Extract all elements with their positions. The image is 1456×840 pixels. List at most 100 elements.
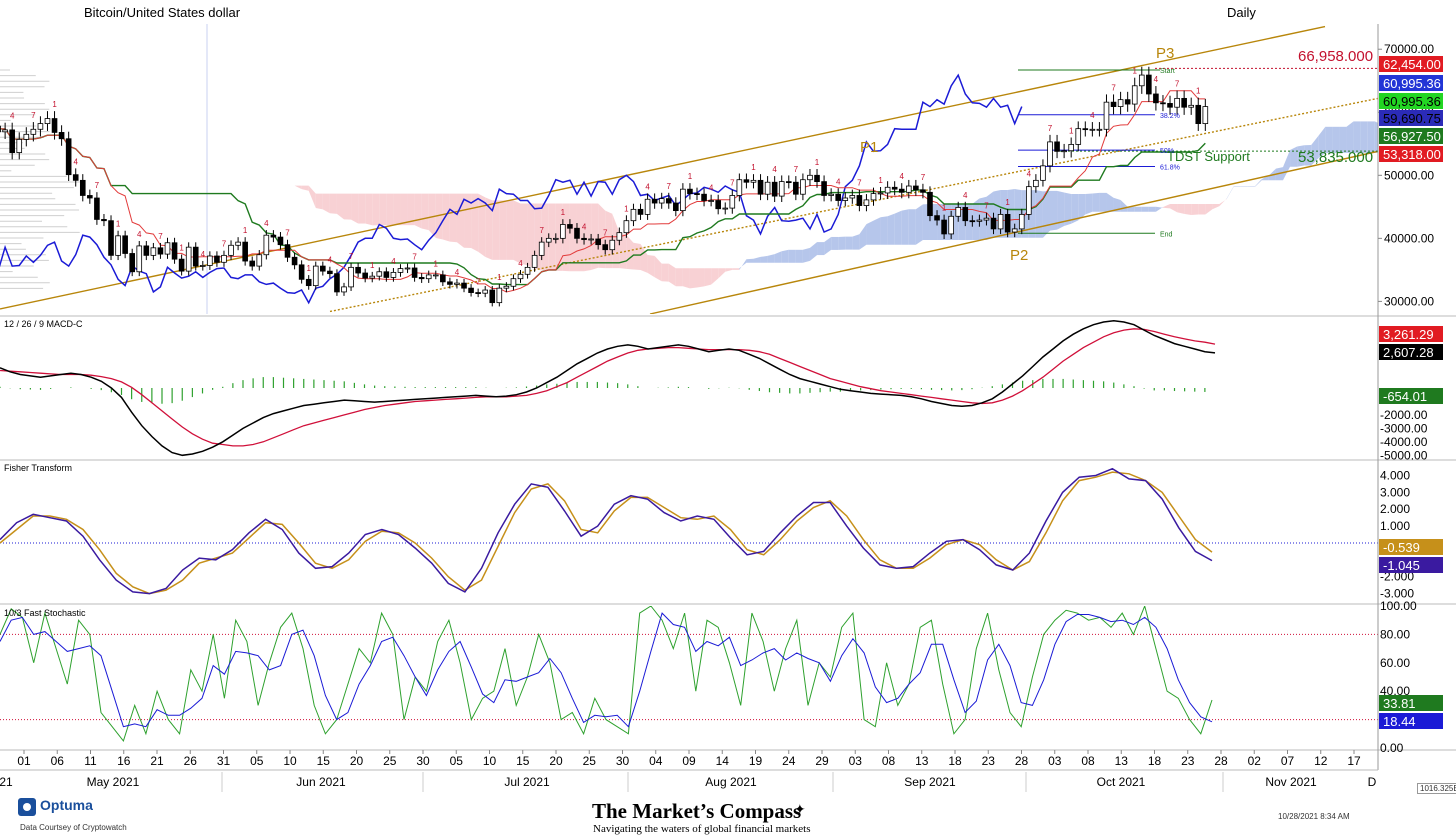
td-count-label: 1	[434, 260, 439, 269]
candle-body	[270, 234, 277, 238]
ichimoku-cloud-segment	[336, 193, 344, 220]
ichimoku-cloud-segment	[1177, 204, 1185, 214]
candle-body	[334, 273, 340, 293]
stochastic-k-line	[0, 606, 1213, 742]
ichimoku-cloud-segment	[1254, 179, 1262, 187]
ichimoku-cloud-segment	[449, 193, 457, 243]
candle-body	[447, 281, 453, 285]
candle-body	[870, 193, 877, 201]
ichimoku-cloud-segment	[435, 193, 443, 240]
candle-body	[65, 138, 72, 176]
ichimoku-cloud-segment	[1155, 206, 1163, 212]
x-tick-label: 25	[383, 754, 397, 768]
month-label: Sep 2021	[904, 775, 956, 789]
candle-body	[814, 174, 820, 183]
ichimoku-cloud-segment	[414, 193, 422, 229]
lower-level-value: 53,835.000	[1298, 149, 1373, 166]
price-tick-label: 70000.00	[1384, 42, 1434, 56]
ichimoku-cloud-segment	[266, 156, 274, 158]
x-tick-label: 08	[882, 754, 896, 768]
candle-body	[411, 267, 418, 278]
ichimoku-cloud-segment	[294, 185, 302, 190]
candle-body	[355, 266, 361, 274]
ichimoku-cloud-segment	[838, 236, 846, 250]
ichimoku-cloud-segment	[1170, 204, 1178, 213]
pivot-p3-label: P3	[1156, 45, 1174, 62]
candle-body	[602, 244, 609, 251]
td-count-label: 1	[1196, 87, 1201, 96]
ichimoku-cloud-segment	[1127, 206, 1135, 212]
ichimoku-cloud-segment	[725, 268, 733, 272]
month-label: Nov 2021	[1265, 775, 1317, 789]
kijun-tag: 56,927.50	[1383, 129, 1441, 144]
td-count-label: 1	[243, 226, 248, 235]
candle-body	[115, 235, 121, 256]
td-count-label: 4	[645, 182, 650, 191]
candle-body	[1174, 97, 1180, 108]
fisher-pane	[0, 467, 1378, 595]
ichimoku-cloud-segment	[661, 263, 669, 282]
x-tick-label: 07	[1281, 754, 1295, 768]
candle-body	[524, 266, 531, 275]
candle-body	[129, 253, 136, 273]
ichimoku-cloud-segment	[520, 203, 528, 266]
ichimoku-cloud-segment	[1325, 126, 1333, 153]
candle-body	[560, 224, 566, 239]
ichimoku-cloud-segment	[287, 168, 295, 186]
candle-body	[835, 193, 841, 201]
candle-body	[87, 195, 93, 199]
ichimoku-cloud-segment	[675, 268, 683, 287]
td-count-label: 4	[328, 256, 333, 265]
ichimoku-cloud-segment	[499, 200, 507, 260]
candle-body	[1054, 141, 1060, 152]
fisher-slow-tag: -0.539	[1383, 540, 1420, 555]
candle-body	[863, 199, 870, 206]
ichimoku-cloud-segment	[1339, 126, 1347, 153]
corner-value: 1016.325E	[1417, 783, 1456, 794]
candle-body	[701, 193, 707, 201]
td-count-label: 4	[73, 157, 78, 166]
stochastic-d-tag-bg	[1379, 713, 1443, 729]
td-count-label: 4	[963, 191, 968, 200]
ichimoku-cloud-segment	[1050, 190, 1058, 231]
td-count-label: 7	[476, 278, 481, 287]
td-count-label: 4	[1027, 170, 1032, 179]
candle-body	[178, 258, 185, 272]
x-tick-label: 13	[1115, 754, 1129, 768]
ichimoku-cloud-segment	[605, 210, 613, 269]
candle-body	[376, 271, 383, 277]
candle-body	[397, 268, 404, 273]
candle-body	[1195, 104, 1202, 125]
fisher-tick-label: -3.000	[1380, 587, 1414, 601]
candle-body	[807, 174, 813, 181]
td-count-label: 7	[349, 252, 354, 261]
candle-body	[976, 219, 983, 222]
ichimoku-cloud-segment	[753, 256, 761, 263]
ichimoku-cloud-segment	[548, 203, 556, 271]
x-tick-label: 13	[915, 754, 929, 768]
candle-body	[327, 270, 333, 275]
ichimoku-cloud-segment	[421, 193, 429, 231]
month-edge-label: 21	[0, 775, 13, 789]
x-tick-label: 09	[682, 754, 696, 768]
x-tick-label: 20	[350, 754, 364, 768]
ichimoku-cloud-segment	[1092, 192, 1100, 212]
lower-channel-line	[649, 150, 1378, 314]
ichimoku-cloud-segment	[1035, 190, 1043, 238]
x-tick-label: 30	[416, 754, 430, 768]
candle-body	[1004, 213, 1011, 233]
candle-body	[369, 275, 376, 279]
x-tick-label: 05	[250, 754, 264, 768]
ichimoku-cloud-segment	[365, 193, 373, 226]
candle-body	[221, 254, 227, 263]
tenkan-tag: 60,995.36	[1383, 76, 1441, 91]
ichimoku-cloud-segment	[993, 189, 1001, 238]
ichimoku-cloud-segment	[859, 224, 867, 250]
fisher-tick-label: 4.000	[1380, 468, 1410, 482]
ichimoku-cloud-segment	[372, 193, 380, 226]
lagging-tag-bg	[1379, 110, 1443, 126]
candle-body	[305, 278, 312, 287]
candle-body	[1181, 97, 1187, 108]
td-count-label: 7	[31, 111, 36, 120]
fisher-fast-tag: -1.045	[1383, 558, 1420, 573]
